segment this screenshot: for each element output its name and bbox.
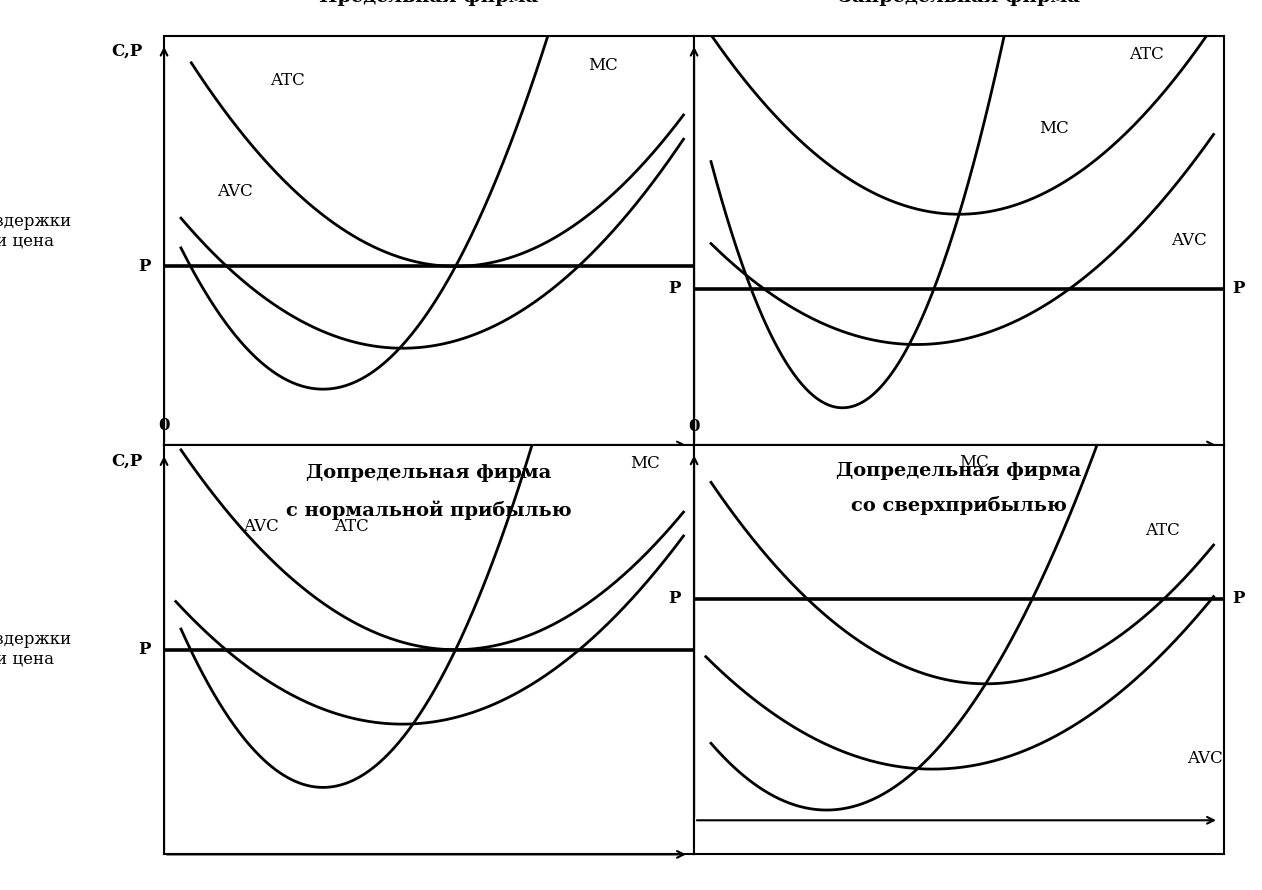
Text: Допредельная фирма: Допредельная фирма — [837, 462, 1082, 480]
Text: AVC: AVC — [1171, 231, 1206, 249]
Text: ATC: ATC — [333, 518, 369, 536]
Text: Допредельная фирма: Допредельная фирма — [307, 464, 551, 481]
Text: Запредельная фирма: Запредельная фирма — [838, 0, 1080, 6]
Text: C,P: C,P — [111, 452, 143, 469]
Text: Количество,Q: Количество,Q — [1075, 501, 1198, 518]
Text: со сверхприбылью: со сверхприбылью — [851, 497, 1068, 515]
Text: AVC: AVC — [217, 183, 252, 200]
Text: P: P — [1232, 280, 1244, 297]
Text: C,P: C,P — [111, 43, 143, 60]
Text: P: P — [669, 590, 681, 607]
Text: ATC: ATC — [1145, 522, 1180, 538]
Text: AVC: AVC — [1188, 750, 1223, 767]
Text: ATC: ATC — [270, 72, 305, 89]
Text: 0: 0 — [158, 417, 170, 433]
Text: Издержки
и цена: Издержки и цена — [0, 213, 71, 250]
Text: P: P — [669, 280, 681, 297]
Text: MC: MC — [588, 57, 618, 74]
Text: MC: MC — [631, 455, 660, 472]
Text: Предельная фирма: Предельная фирма — [319, 0, 539, 6]
Text: с нормальной прибылью: с нормальной прибылью — [286, 501, 572, 521]
Text: Издержки
и цена: Издержки и цена — [0, 631, 71, 668]
Text: MC: MC — [1039, 120, 1069, 137]
Text: P: P — [139, 641, 151, 659]
Text: P: P — [1232, 590, 1244, 607]
Text: ATC: ATC — [1128, 45, 1164, 62]
Text: AVC: AVC — [244, 518, 279, 536]
Text: P: P — [139, 258, 151, 275]
Text: MC: MC — [959, 454, 989, 471]
Text: 0: 0 — [688, 417, 700, 435]
